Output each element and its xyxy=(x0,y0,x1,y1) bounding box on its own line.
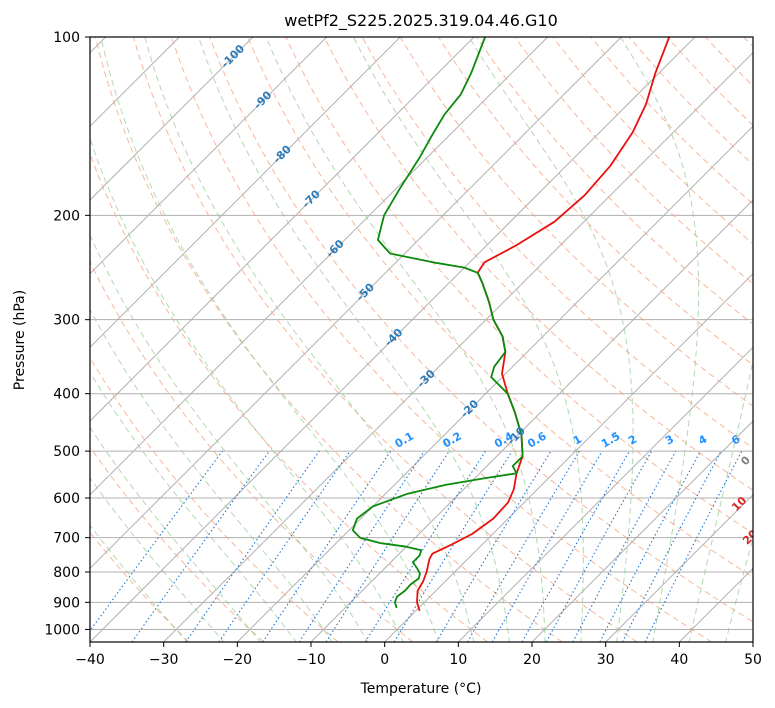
x-tick-label: 10 xyxy=(449,652,467,668)
moist-adiabat-line xyxy=(620,37,700,642)
plot-area: -100-90-80-70-60-50-40-30-20-100.1 0.2 0.4… xyxy=(90,37,770,642)
y-tick-label: 1000 xyxy=(44,622,80,638)
dry-adiabat-line xyxy=(476,37,753,325)
dry-adiabat-line xyxy=(209,37,753,623)
y-tick-label: 800 xyxy=(53,565,80,581)
x-tick-label: 30 xyxy=(597,652,615,668)
x-tick-label: 0 xyxy=(380,652,389,668)
x-axis-title: Temperature (°C) xyxy=(360,681,482,697)
isotherm-line xyxy=(236,125,753,642)
dry-adiabat-line xyxy=(514,37,753,285)
isotherm-line xyxy=(163,51,753,642)
isotherm-line xyxy=(90,37,401,349)
isotherm-line xyxy=(384,272,753,642)
dry-adiabat-line xyxy=(323,37,753,491)
moist-adiabat-line xyxy=(725,536,753,642)
moist-adiabat-line xyxy=(198,37,510,642)
mixing-ratio-line xyxy=(218,450,351,642)
y-tick-label: 400 xyxy=(53,387,80,403)
moist-adiabat-line xyxy=(90,371,297,642)
isotherm-line xyxy=(90,37,254,201)
mixing-ratio-line xyxy=(572,450,677,642)
axis-ticks: −40 −30 −20 −10 0 10 20 30 40 50 100 200 300 400 500 60… xyxy=(44,30,762,668)
dry-adiabat-line xyxy=(247,37,753,578)
dry-adiabat-line xyxy=(90,446,264,642)
mixing-ratio-line xyxy=(325,450,450,642)
isotherm-line xyxy=(90,37,696,642)
moist-adiabat-line xyxy=(468,37,634,642)
isotherm-line xyxy=(531,420,753,642)
mixing-ratio-line xyxy=(644,450,743,642)
y-tick-label: 100 xyxy=(53,30,80,46)
moist-adiabat-line xyxy=(90,308,333,642)
y-tick-label: 300 xyxy=(53,313,80,329)
isotherm-line xyxy=(90,37,475,422)
x-tick-label: 40 xyxy=(670,652,688,668)
moist-adiabat-line xyxy=(144,37,475,642)
y-tick-label: 900 xyxy=(53,595,80,611)
moist-adiabat-line xyxy=(90,136,404,642)
x-tick-label: −40 xyxy=(75,652,105,668)
moist-adiabat-line xyxy=(265,37,546,642)
y-tick-label: 500 xyxy=(53,444,80,460)
dry-adiabat-line xyxy=(171,37,712,642)
dewpoint-profile-line xyxy=(351,37,524,609)
x-tick-label: −30 xyxy=(149,652,179,668)
y-axis-title: Pressure (hPa) xyxy=(12,290,28,390)
mixing-ratio-line xyxy=(521,450,630,642)
y-tick-label: 700 xyxy=(53,531,80,547)
dry-adiabat-line xyxy=(285,37,753,535)
x-tick-label: 20 xyxy=(523,652,541,668)
mixing-ratio-line xyxy=(90,450,223,632)
isotherm-line xyxy=(90,37,328,275)
dry-adiabat-line xyxy=(94,37,563,642)
dry-adiabat-line xyxy=(90,356,339,642)
chart-title: wetPf2_S225.2025.319.04.46.G10 xyxy=(284,11,558,31)
moist-adiabat-line xyxy=(90,233,369,642)
moist-adiabat-line xyxy=(100,37,440,642)
moist-adiabat-line xyxy=(90,524,188,642)
x-tick-label: −10 xyxy=(296,652,326,668)
isotherm-line xyxy=(90,37,622,570)
mixing-ratio-line xyxy=(131,450,270,642)
y-tick-label: 600 xyxy=(53,491,80,507)
moist-adiabat-line xyxy=(90,426,261,642)
plot-frame xyxy=(89,36,754,643)
mixing-ratio-line xyxy=(298,450,425,642)
moist-adiabat-line xyxy=(90,477,225,642)
dry-adiabat-label: 30 xyxy=(750,558,770,578)
mixing-ratio-line xyxy=(185,450,320,642)
isotherm-line xyxy=(457,346,753,642)
x-tick-label: −20 xyxy=(223,652,253,668)
dry-adiabat-line xyxy=(90,260,414,642)
isotherm-line xyxy=(90,37,549,496)
mixing-ratio-line xyxy=(262,450,392,642)
moist-adiabat-line xyxy=(688,358,753,642)
mixing-ratio-line xyxy=(545,450,653,642)
y-tick-label: 200 xyxy=(53,208,80,224)
x-tick-label: 50 xyxy=(744,652,762,668)
isotherm-line xyxy=(605,493,753,642)
mixing-ratio-line xyxy=(393,450,513,642)
